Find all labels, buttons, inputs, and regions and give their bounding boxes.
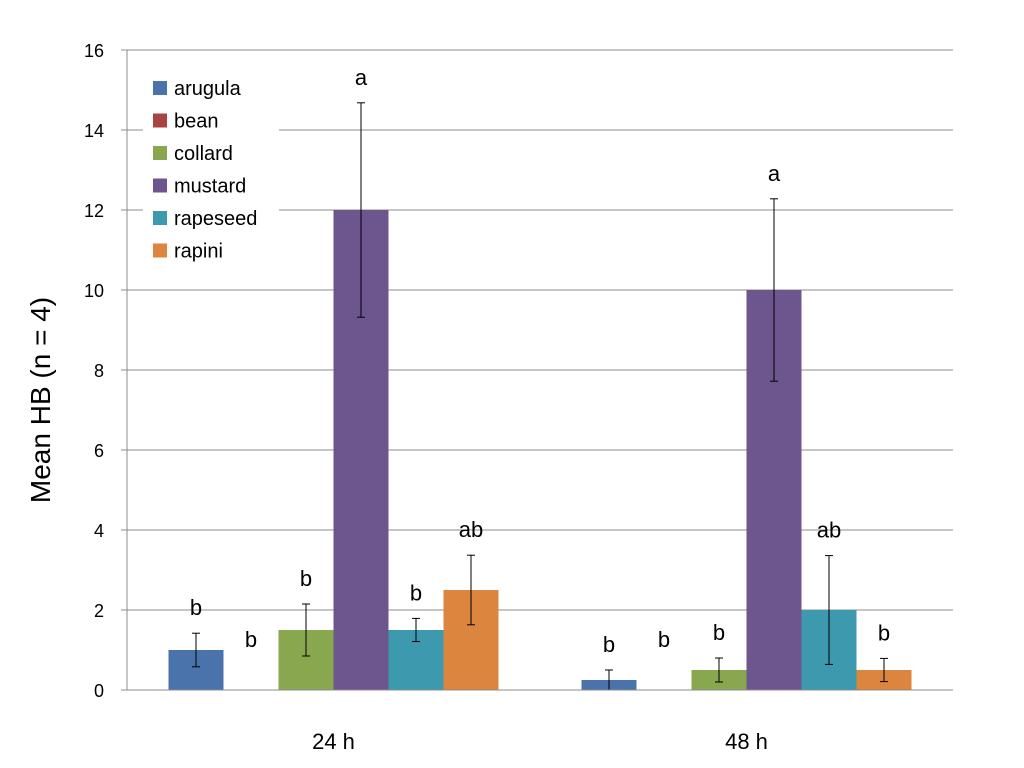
y-tick-label: 12: [84, 201, 104, 221]
significance-letter: b: [410, 580, 422, 605]
legend: arugula bean collard mustard rapeseed rapini: [143, 70, 279, 268]
x-category-label: 48 h: [725, 729, 768, 754]
legend-label: rapini: [174, 241, 223, 263]
significance-letter: b: [603, 632, 615, 657]
legend-label: rapeseed: [174, 208, 257, 230]
legend-label: bean: [174, 111, 219, 133]
significance-letter: ab: [817, 518, 841, 543]
x-category-label: 24 h: [312, 729, 355, 754]
y-tick-label: 8: [94, 361, 104, 381]
y-tick-label: 14: [84, 121, 104, 141]
y-tick-labels: 0 2 4 6 8 10 12 14 16: [84, 41, 104, 701]
significance-letter: a: [355, 65, 368, 90]
significance-letter: a: [768, 161, 781, 186]
y-tick-label: 0: [94, 681, 104, 701]
y-axis-label: Mean HB (n = 4): [25, 297, 56, 503]
axes: [121, 49, 953, 691]
x-category-labels: 24 h 48 h: [312, 729, 768, 754]
legend-swatch-collard: [153, 146, 167, 160]
legend-swatch-arugula: [153, 81, 167, 95]
y-tick-label: 10: [84, 281, 104, 301]
legend-swatch-rapini: [153, 243, 167, 258]
significance-letter: b: [878, 620, 890, 645]
significance-letter: b: [245, 627, 257, 652]
legend-label: collard: [174, 143, 233, 165]
significance-letter: b: [300, 566, 312, 591]
legend-label: arugula: [174, 78, 242, 100]
y-tick-label: 2: [94, 601, 104, 621]
significance-letter: b: [190, 595, 202, 620]
legend-swatch-rapeseed: [153, 211, 167, 225]
y-tick-label: 4: [94, 521, 104, 541]
legend-background: [143, 70, 279, 268]
significance-letter: ab: [459, 517, 483, 542]
legend-swatch-bean: [153, 113, 167, 128]
y-tick-label: 16: [84, 41, 104, 61]
legend-swatch-mustard: [153, 178, 167, 193]
legend-label: mustard: [174, 176, 246, 198]
y-tick-label: 6: [94, 441, 104, 461]
error-bars: [192, 102, 888, 691]
significance-letter: b: [713, 620, 725, 645]
significance-letter: b: [658, 627, 670, 652]
